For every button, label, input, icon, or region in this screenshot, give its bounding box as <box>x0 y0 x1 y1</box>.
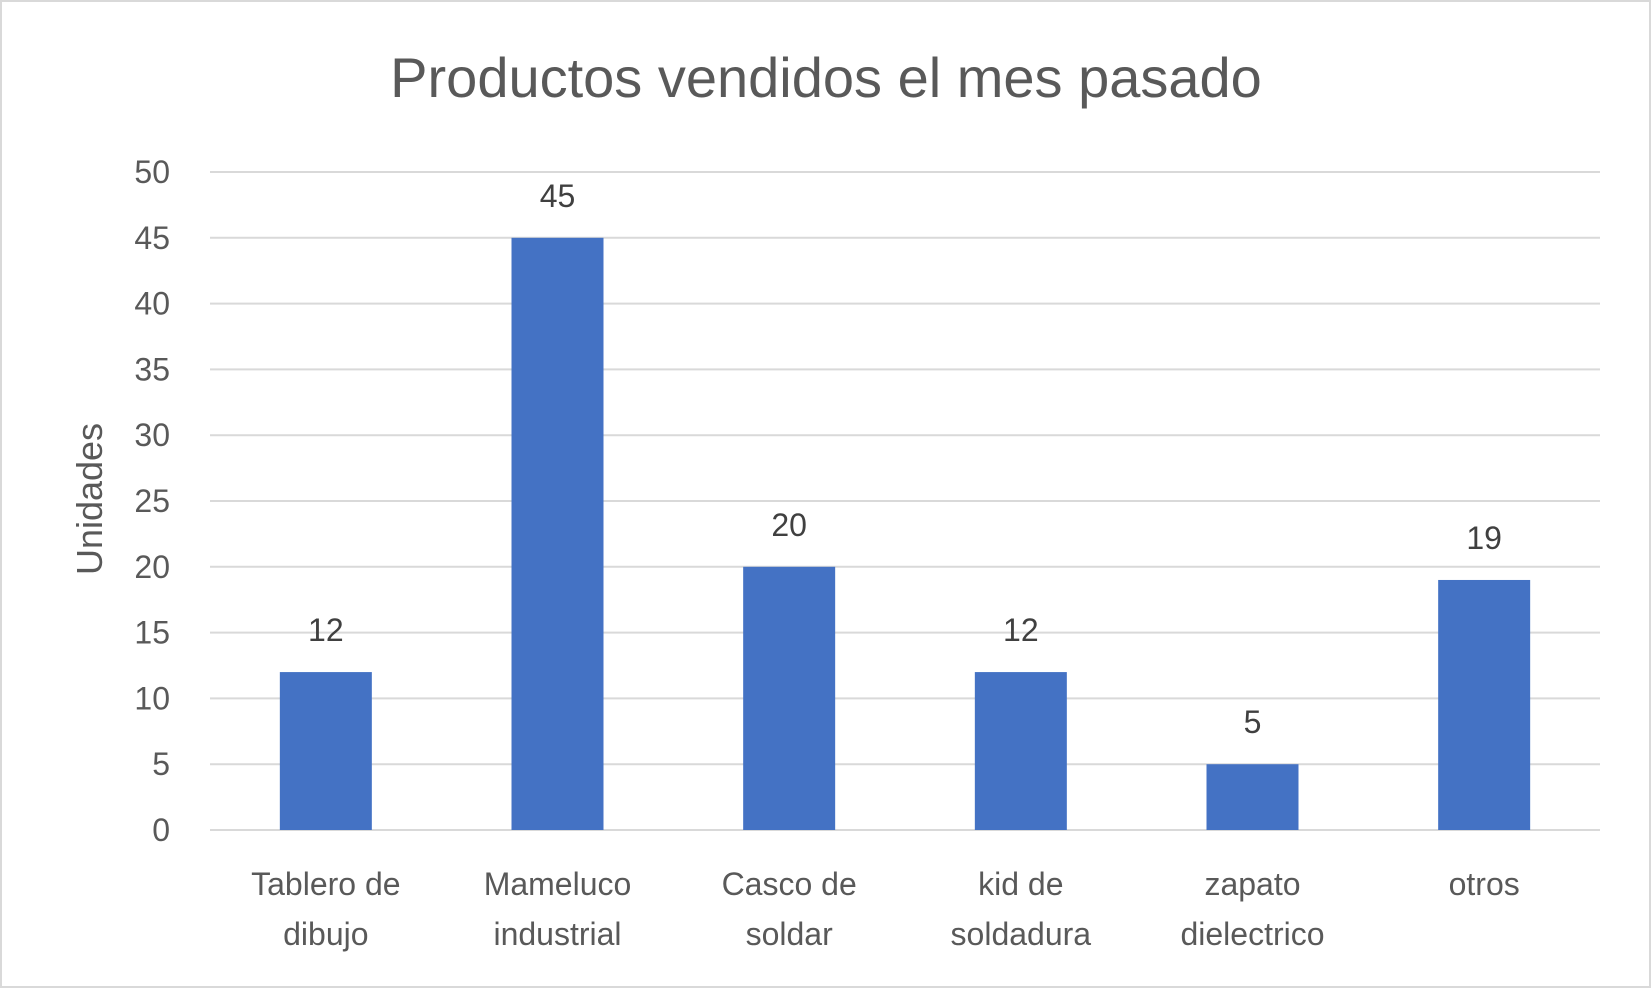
y-tick-label: 10 <box>134 680 170 716</box>
data-labels: 12 45 20 12 5 19 <box>308 178 1502 740</box>
bars <box>279 237 1531 831</box>
data-label: 12 <box>308 612 344 648</box>
x-tick-label: kid de <box>978 866 1063 902</box>
y-tick-label: 20 <box>134 549 170 585</box>
gridlines <box>210 171 1600 831</box>
y-tick-label: 30 <box>134 417 170 453</box>
y-tick-label: 15 <box>134 615 170 651</box>
chart-title: Productos vendidos el mes pasado <box>390 46 1262 109</box>
bar <box>1438 579 1531 830</box>
data-label: 20 <box>771 507 807 543</box>
x-tick-label: Tablero de <box>251 866 400 902</box>
x-tick-label: soldar <box>746 916 834 952</box>
bar <box>974 672 1067 830</box>
y-tick-label: 35 <box>134 351 170 387</box>
bar <box>511 237 604 831</box>
bar <box>743 566 836 830</box>
y-tick-label: 5 <box>152 746 170 782</box>
x-axis-labels: Tablero de dibujo Mameluco industrial Casco … <box>251 866 1520 952</box>
x-tick-label: dibujo <box>283 916 368 952</box>
data-label: 12 <box>1003 612 1039 648</box>
y-tick-label: 40 <box>134 286 170 322</box>
x-tick-label: dielectrico <box>1180 916 1324 952</box>
bar <box>279 672 372 830</box>
x-tick-label: soldadura <box>951 916 1092 952</box>
data-label: 45 <box>540 178 576 214</box>
x-tick-label: industrial <box>493 916 621 952</box>
x-tick-label: Casco de <box>722 866 857 902</box>
y-tick-label: 0 <box>152 812 170 848</box>
y-tick-label: 45 <box>134 220 170 256</box>
x-tick-label: otros <box>1449 866 1520 902</box>
y-tick-label: 25 <box>134 483 170 519</box>
data-label: 19 <box>1466 520 1502 556</box>
y-axis-ticks: 0 5 10 15 20 25 30 35 40 45 50 <box>134 154 170 848</box>
bar <box>1206 764 1299 830</box>
y-tick-label: 50 <box>134 154 170 190</box>
y-axis-title: Unidades <box>69 423 110 575</box>
x-tick-label: Mameluco <box>484 866 632 902</box>
data-label: 5 <box>1244 704 1262 740</box>
x-tick-label: zapato <box>1204 866 1300 902</box>
